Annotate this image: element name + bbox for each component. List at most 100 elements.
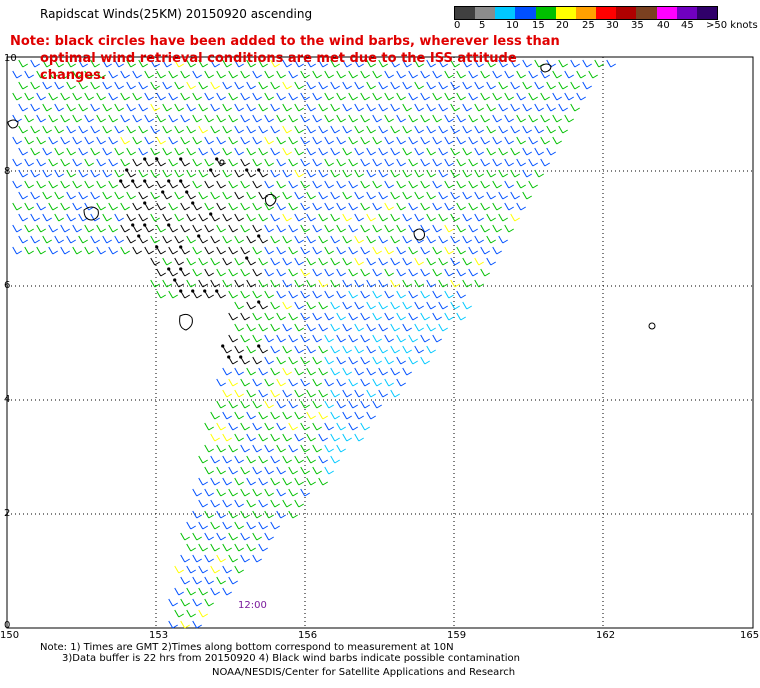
wind-barb xyxy=(204,510,214,519)
wind-barb xyxy=(234,103,244,112)
wind-barb xyxy=(210,103,220,112)
contamination-marker xyxy=(197,234,201,238)
wind-barb xyxy=(186,125,196,134)
island-outlines xyxy=(7,63,656,331)
wind-barb xyxy=(174,103,184,112)
wind-barb xyxy=(204,598,214,607)
wind-barb xyxy=(354,59,364,68)
wind-barb xyxy=(480,158,490,167)
wind-barb xyxy=(276,290,286,299)
wind-barb xyxy=(168,70,178,79)
wind-barb xyxy=(276,268,286,277)
wind-barb xyxy=(492,70,502,79)
wind-barb xyxy=(228,114,238,123)
wind-barb xyxy=(258,521,268,530)
wind-barb xyxy=(264,444,274,453)
wind-barb xyxy=(354,323,364,332)
wind-barb xyxy=(192,576,202,585)
contamination-marker xyxy=(191,289,195,293)
wind-barb xyxy=(84,92,94,101)
wind-barb xyxy=(78,147,88,156)
wind-barb xyxy=(456,158,466,167)
wind-barb xyxy=(300,422,310,431)
wind-barb xyxy=(216,92,226,101)
wind-barb xyxy=(228,202,238,211)
wind-barb xyxy=(414,191,424,200)
wind-barb xyxy=(312,356,322,365)
wind-barb xyxy=(167,223,178,233)
wind-barb xyxy=(474,169,484,178)
wind-barb xyxy=(312,444,322,453)
wind-barb xyxy=(42,169,52,178)
wind-barb xyxy=(138,103,148,112)
lon-label-153: 153 xyxy=(149,630,168,641)
wind-barb xyxy=(336,114,346,123)
wind-barb xyxy=(222,257,232,266)
wind-barb xyxy=(234,411,244,420)
wind-barb xyxy=(12,92,22,101)
contamination-marker xyxy=(143,179,147,183)
wind-barb xyxy=(318,477,328,486)
wind-barb xyxy=(306,345,316,354)
wind-barb xyxy=(282,455,292,464)
wind-barb xyxy=(240,136,250,145)
wind-barb xyxy=(18,59,28,68)
wind-barb xyxy=(414,345,424,354)
scale-label: 20 xyxy=(556,20,569,31)
wind-barb xyxy=(360,356,370,365)
wind-barb xyxy=(90,59,100,68)
wind-barb xyxy=(270,521,280,530)
wind-barb xyxy=(276,246,286,255)
wind-barb xyxy=(390,279,400,288)
wind-barb xyxy=(120,70,130,79)
wind-barb xyxy=(564,114,574,123)
wind-barb xyxy=(174,59,184,68)
wind-barb xyxy=(504,224,514,233)
wind-barb xyxy=(456,92,466,101)
wind-barb xyxy=(186,103,196,112)
wind-barb xyxy=(234,367,244,376)
wind-barb xyxy=(30,103,40,112)
contamination-marker xyxy=(143,223,147,227)
wind-barb xyxy=(210,411,220,420)
wind-barb xyxy=(408,356,418,365)
wind-barb xyxy=(444,136,454,145)
wind-barb xyxy=(348,92,358,101)
wind-barb xyxy=(282,235,292,244)
wind-barb xyxy=(462,125,472,134)
wind-barb xyxy=(168,158,178,167)
wind-barb xyxy=(474,125,484,134)
wind-barb xyxy=(474,103,484,112)
wind-barb xyxy=(462,213,472,222)
wind-barb xyxy=(330,235,340,244)
wind-barb xyxy=(234,345,244,354)
wind-barb xyxy=(378,389,388,398)
wind-barb xyxy=(330,191,340,200)
wind-barb xyxy=(288,246,298,255)
wind-barb xyxy=(342,345,352,354)
wind-barb xyxy=(462,257,472,266)
wind-barb xyxy=(426,279,436,288)
wind-barb xyxy=(102,169,112,178)
wind-barb xyxy=(414,257,424,266)
wind-barb xyxy=(114,169,124,178)
wind-barb xyxy=(504,180,514,189)
wind-barb xyxy=(180,224,190,233)
wind-barb xyxy=(191,201,202,211)
wind-barb xyxy=(534,103,544,112)
wind-barb xyxy=(354,389,364,398)
wind-barb xyxy=(372,290,382,299)
wind-barb xyxy=(480,202,490,211)
wind-barb xyxy=(414,147,424,156)
wind-barb xyxy=(336,334,346,343)
wind-barb xyxy=(384,246,394,255)
wind-barb xyxy=(342,367,352,376)
wind-barb xyxy=(414,81,424,90)
wind-barb xyxy=(324,466,334,475)
wind-barb xyxy=(606,59,616,68)
wind-barb xyxy=(102,125,112,134)
wind-barb xyxy=(318,147,328,156)
wind-barb xyxy=(84,136,94,145)
lat-label-10: 10 xyxy=(4,53,17,64)
wind-barb xyxy=(192,70,202,79)
